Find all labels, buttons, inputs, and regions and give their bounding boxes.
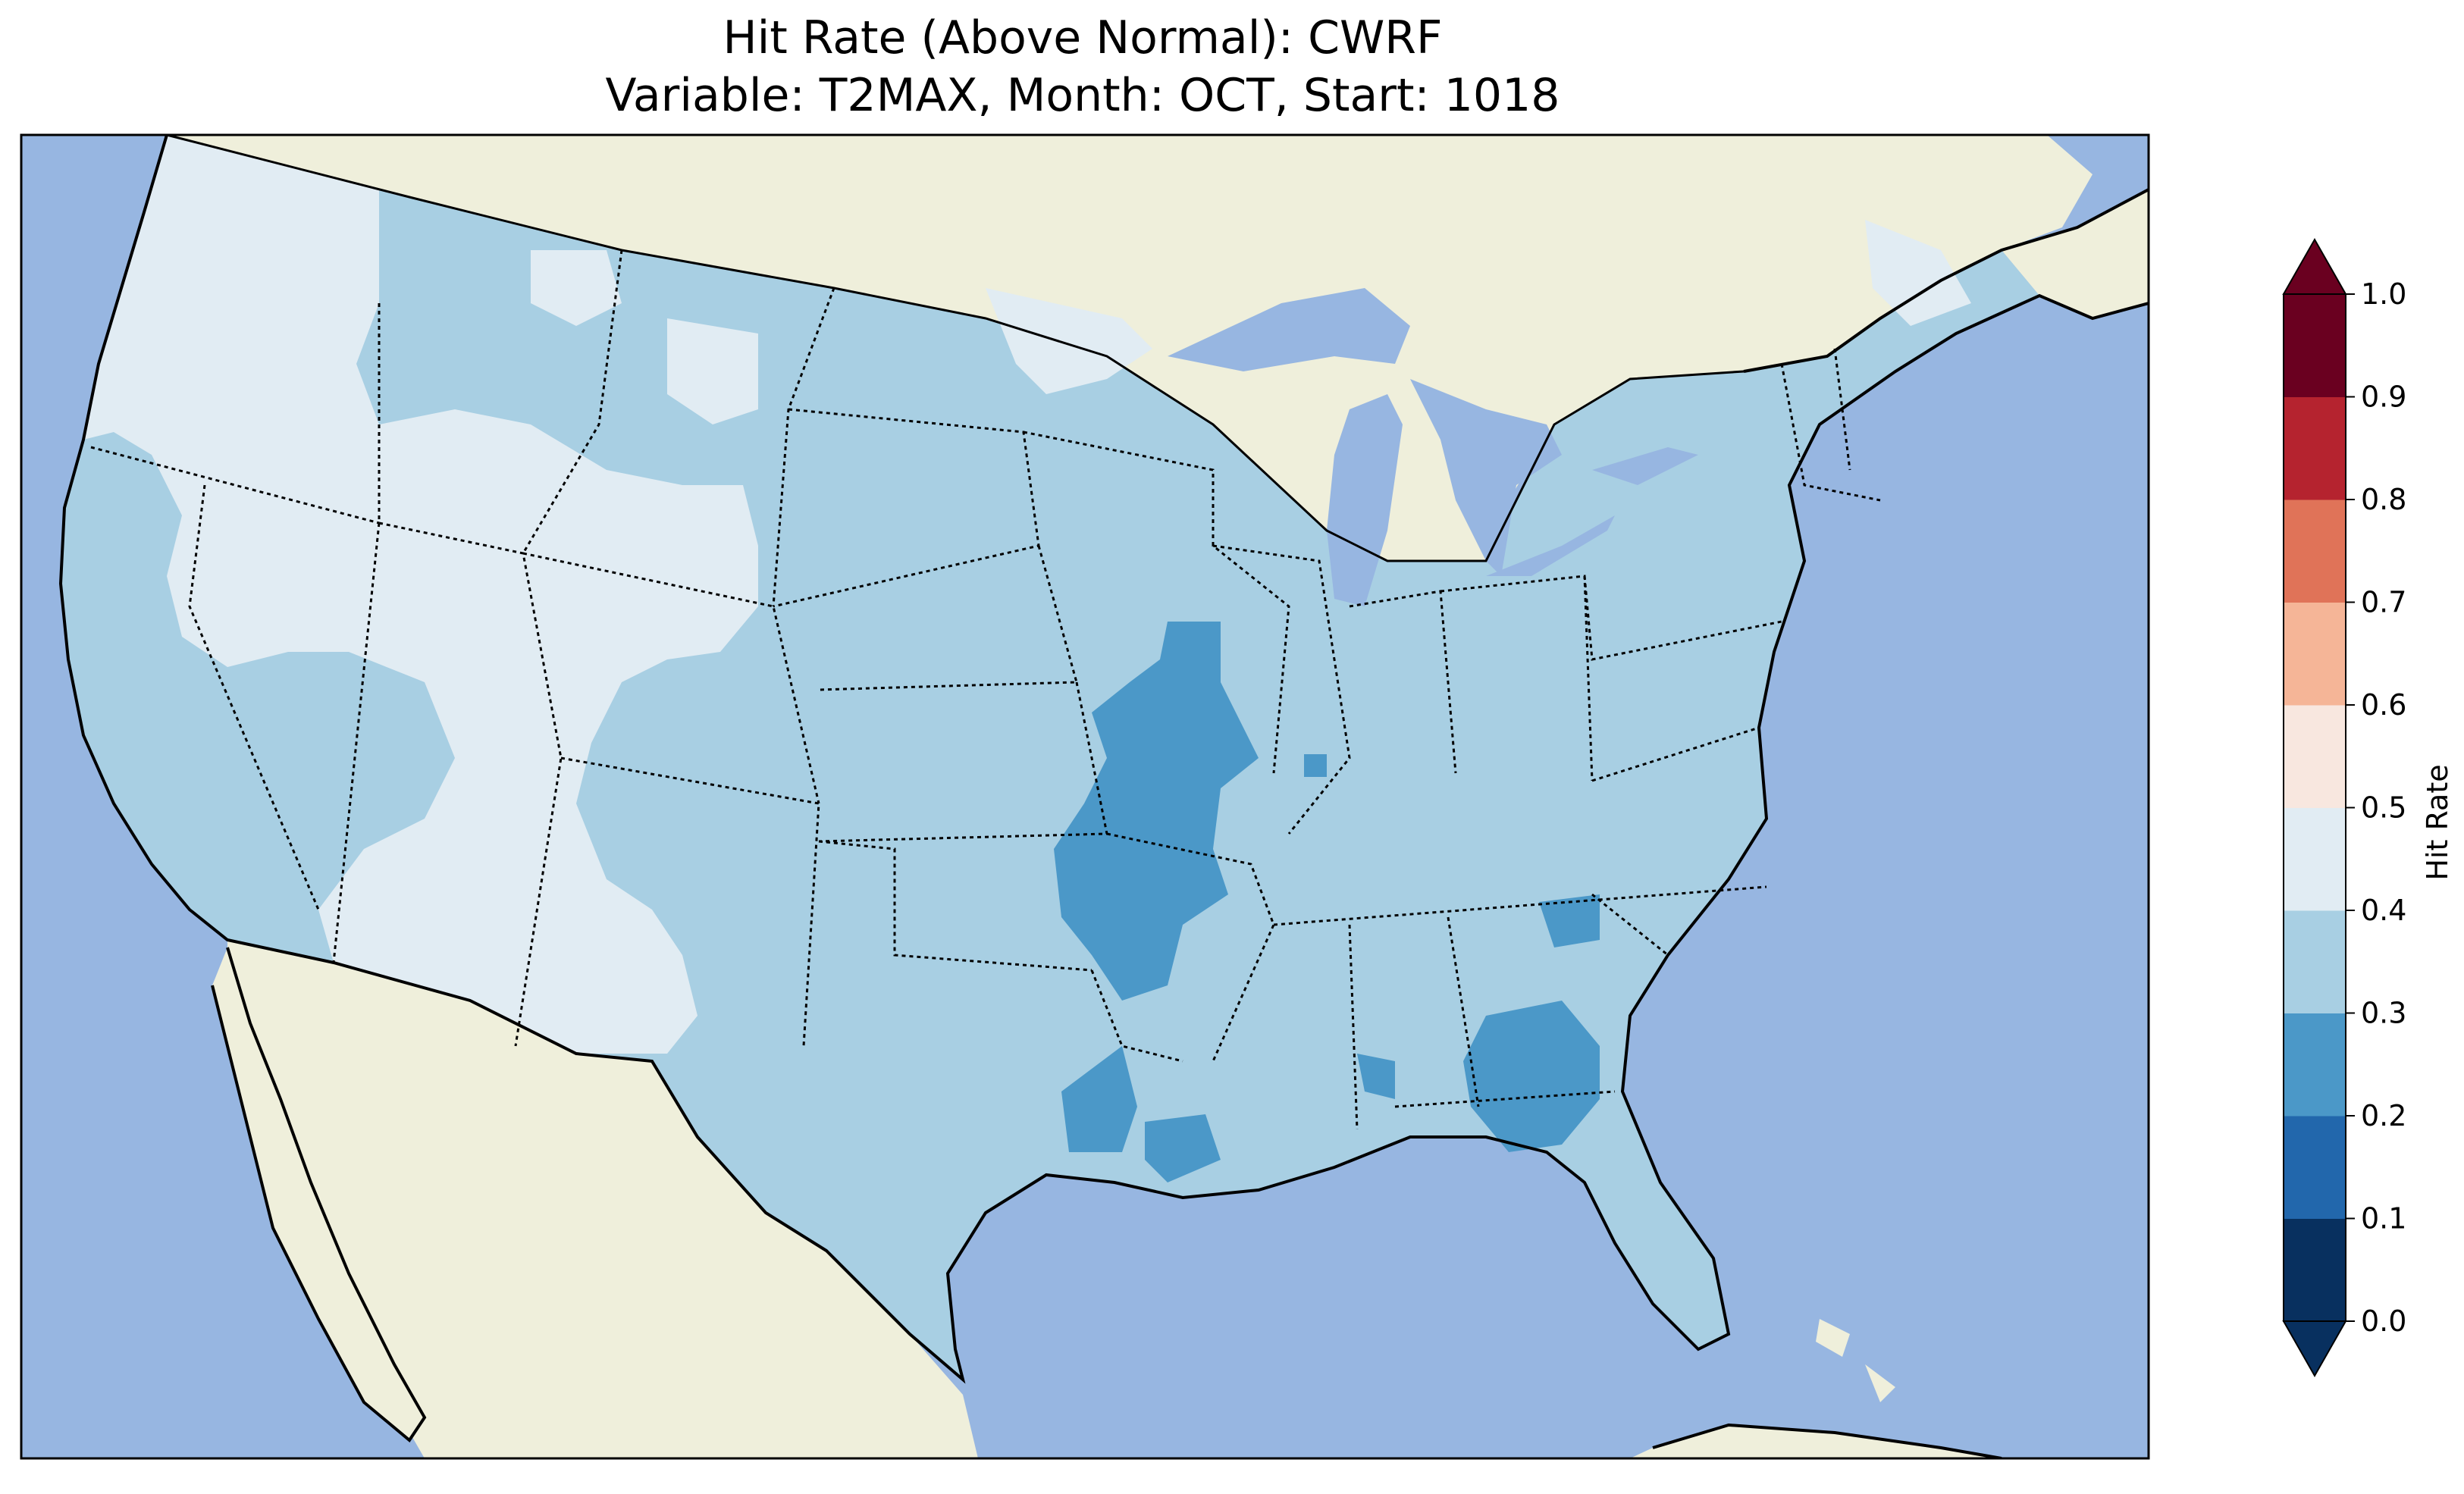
cuba-coastline	[1652, 1423, 2002, 1458]
colorbar-tick-label: 0.0	[2361, 1305, 2406, 1338]
state-borders	[90, 249, 1881, 1130]
colorbar: 0.0 0.1 0.2 0.3 0.4 0.5 0.6 0.7 0.8 0.9 1.0	[2282, 237, 2406, 1378]
state-border	[1591, 726, 1760, 782]
state-border	[818, 840, 1092, 972]
colorbar-bin-0.5-0.6	[2284, 705, 2346, 808]
colorbar-tick-label: 0.5	[2361, 791, 2406, 825]
state-border	[1583, 575, 1782, 661]
map-border	[20, 133, 2150, 1460]
colorbar-extend-low	[2282, 1320, 2347, 1378]
state-border	[1447, 916, 1480, 1107]
cuba-land	[1630, 1425, 2002, 1458]
bahamas-land	[1816, 1319, 1895, 1402]
colorbar-tick-label: 0.9	[2361, 381, 2406, 414]
colorbar-tick-label: 0.4	[2361, 894, 2406, 927]
colorbar-bin-0.4-0.5	[2284, 807, 2346, 911]
state-border	[1090, 969, 1183, 1063]
hit-rate-0.4-0.5-west-region	[83, 135, 758, 1054]
colorbar-bin-0.8-0.9	[2284, 396, 2346, 500]
colorbar-bin-0.0-0.1	[2284, 1218, 2346, 1322]
map-panel	[21, 135, 2149, 1458]
state-border	[1394, 1090, 1616, 1108]
hit-rate-0.4-0.5-colorado-region	[531, 250, 758, 424]
colorbar-bin-0.9-1.0	[2284, 294, 2346, 397]
colorbar-tick-label: 0.7	[2361, 586, 2406, 619]
colorbar-tick-label: 0.3	[2361, 997, 2406, 1030]
title-line-2: Variable: T2MAX, Month: OCT, Start: 1018	[605, 69, 1560, 122]
state-border	[522, 249, 623, 554]
canada-coastline	[1743, 188, 2149, 373]
title-line-1: Hit Rate (Above Normal): CWRF	[723, 11, 1443, 64]
colorbar-bin-0.3-0.4	[2284, 910, 2346, 1013]
mexico-land	[227, 940, 978, 1458]
colorbar-bin-0.2-0.3	[2284, 1013, 2346, 1117]
state-border	[522, 552, 820, 804]
baja-peninsula-land	[212, 947, 425, 1440]
hit-rate-0.2-0.3-small-cell	[1304, 754, 1327, 777]
colorbar-bin-0.1-0.2	[2284, 1116, 2346, 1219]
hit-rate-0.2-0.3-georgia-region	[1357, 1001, 1600, 1152]
state-border	[818, 545, 1078, 691]
state-border	[188, 484, 320, 910]
colorbar-bin-0.7-0.8	[2284, 500, 2346, 603]
colorbar-label: Hit Rate	[2421, 764, 2454, 880]
colorbar-tick-label: 1.0	[2361, 277, 2406, 311]
state-border	[1273, 885, 1767, 926]
state-border	[1591, 893, 1669, 957]
colorbar-tick-label: 0.6	[2361, 688, 2406, 722]
state-border	[773, 408, 1040, 608]
state-border	[1780, 363, 1881, 502]
hit-rate-0.4-0.5-maine-region	[1865, 220, 1971, 326]
colorbar-extend-high	[2282, 237, 2347, 295]
nova-scotia-land	[2002, 189, 2149, 318]
state-border	[1833, 348, 1851, 471]
colorbar-tick-label: 0.2	[2361, 1099, 2406, 1132]
colorbar-tick-label: 0.1	[2361, 1202, 2406, 1236]
state-border	[378, 521, 563, 1047]
map-title: Hit Rate (Above Normal): CWRF Variable: …	[21, 9, 2144, 124]
colorbar-bin-0.6-0.7	[2284, 602, 2346, 706]
hit-rate-0.4-0.5-north-plains-region	[986, 288, 1152, 394]
colorbar-tick-label: 0.8	[2361, 483, 2406, 516]
hit-rate-0.2-0.3-ozarks-region	[1054, 622, 1259, 1001]
state-border	[1212, 544, 1351, 835]
hit-rate-0.2-0.3-south-carolina-region	[1539, 894, 1600, 947]
hit-rate-0.2-0.3-louisiana-region	[1061, 1046, 1221, 1182]
baja-coastline	[211, 947, 427, 1442]
